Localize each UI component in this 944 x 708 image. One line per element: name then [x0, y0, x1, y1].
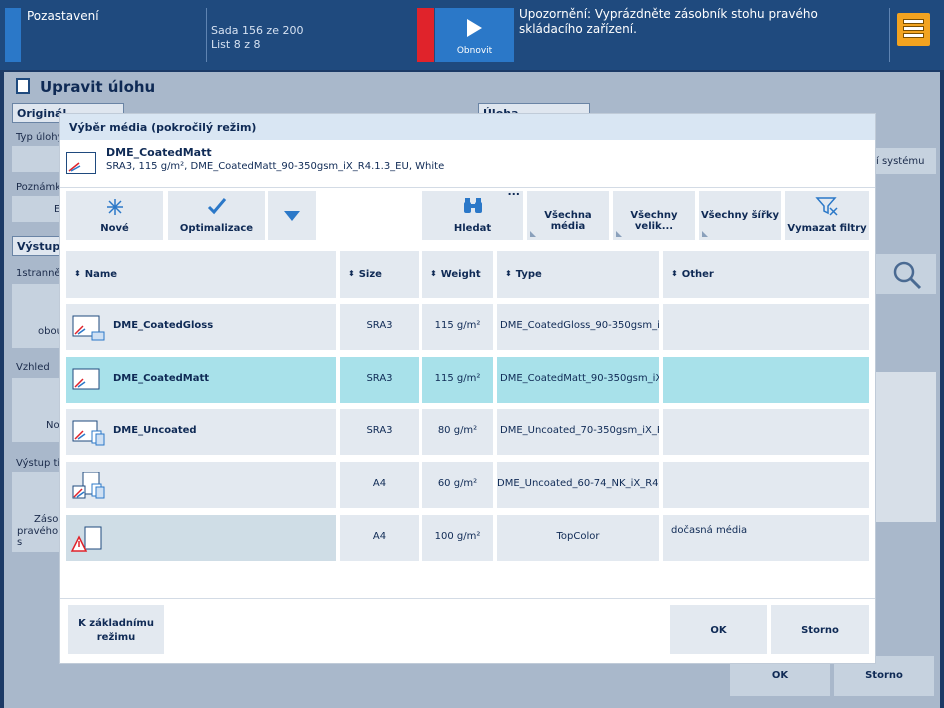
column-header-size[interactable]: ⬍ Size	[340, 251, 419, 298]
sort-icon: ⬍	[671, 269, 678, 278]
sides-label: 1stranně	[16, 268, 61, 279]
search-icon	[893, 261, 922, 290]
chevron-down-icon	[284, 211, 300, 221]
filter-all-media[interactable]: Všechna média	[527, 191, 609, 240]
media-type: DME_CoatedGloss_90-350gsm_iX...	[500, 320, 659, 331]
new-media-button[interactable]: Nové	[66, 191, 163, 240]
sparkle-icon	[107, 199, 123, 215]
sort-icon: ⬍	[74, 269, 81, 278]
media-weight: 115 g/m²	[434, 320, 481, 331]
media-name: DME_CoatedGloss	[113, 320, 214, 331]
media-sheet-icon	[66, 152, 96, 174]
search-area[interactable]	[874, 254, 936, 294]
resume-button[interactable]: Obnovit	[435, 8, 514, 62]
edit-icon	[16, 78, 30, 94]
system-menu-button[interactable]	[897, 13, 930, 46]
job-progress: Sada 156 ze 200 List 8 z 8	[211, 24, 303, 52]
status-indicator	[5, 8, 21, 62]
media-weight: 100 g/m²	[434, 531, 481, 542]
edit-job-header: Upravit úlohu	[4, 72, 940, 100]
media-uncoated-icon	[72, 420, 105, 446]
resume-label: Obnovit	[456, 46, 493, 56]
column-header-type[interactable]: ⬍ Type	[497, 251, 659, 298]
basic-mode-button[interactable]: K základnímu režimu	[68, 605, 164, 654]
ok-button[interactable]: OK	[670, 605, 767, 654]
media-name: DME_CoatedMatt	[113, 373, 210, 384]
warning-media-icon	[70, 526, 102, 552]
media-other: dočasná média	[671, 525, 748, 536]
clear-filter-icon	[815, 197, 838, 216]
media-gloss-icon	[72, 315, 105, 341]
output-label: Výstup tis	[16, 458, 66, 469]
media-weight: 80 g/m²	[437, 425, 478, 436]
media-size: SRA3	[366, 425, 393, 436]
more-indicator: ...	[507, 185, 520, 198]
tab-output[interactable]: Výstup	[12, 236, 62, 256]
job-type-field[interactable]	[12, 146, 62, 172]
more-options-dropdown[interactable]	[268, 191, 316, 240]
filter-all-sizes[interactable]: Všechny velik...	[613, 191, 695, 240]
binoculars-icon	[464, 198, 482, 213]
media-type: DME_Uncoated_60-74_NK_iX_R4.5	[497, 478, 659, 489]
note-label: Poznámka	[16, 182, 67, 193]
media-size: A4	[372, 531, 387, 542]
set-progress: Sada 156 ze 200	[211, 24, 304, 37]
cancel-button[interactable]: Storno	[771, 605, 869, 654]
selected-media-description: SRA3, 115 g/m², DME_CoatedMatt_90-350gsm…	[106, 161, 445, 172]
media-size: SRA3	[366, 320, 393, 331]
play-icon	[467, 19, 482, 37]
output-tray-button[interactable]: Zásob pravého s	[12, 472, 65, 552]
column-header-name[interactable]: ⬍ Name	[66, 251, 336, 298]
media-size: A4	[372, 478, 387, 489]
status-bar: Pozastavení Sada 156 ze 200 List 8 z 8 O…	[0, 0, 944, 70]
note-field[interactable]: E	[12, 196, 62, 222]
clear-filters-button[interactable]: Vymazat filtry	[785, 191, 869, 240]
filter-all-widths[interactable]: Všechny šířky	[699, 191, 781, 240]
media-size: SRA3	[366, 373, 393, 384]
appearance-button[interactable]: No	[12, 378, 62, 442]
checkmark-icon	[207, 198, 227, 215]
appearance-label: Vzhled	[16, 362, 50, 373]
dialog-title: Výběr média (pokročilý režim)	[60, 114, 875, 140]
sort-icon: ⬍	[348, 269, 355, 278]
filter-corner-icon	[530, 231, 536, 237]
sort-icon: ⬍	[430, 269, 437, 278]
media-weight: 115 g/m²	[434, 373, 481, 384]
sides-button[interactable]: obou	[12, 284, 63, 348]
selected-media: DME_CoatedMatt SRA3, 115 g/m², DME_Coate…	[60, 140, 875, 188]
job-type-label: Typ úlohy	[16, 132, 64, 143]
edit-job-title: Upravit úlohu	[40, 78, 156, 96]
media-name: DME_Uncoated	[113, 425, 197, 436]
column-header-weight[interactable]: ⬍ Weight	[422, 251, 493, 298]
media-selection-dialog: Výběr média (pokročilý režim) DME_Coated…	[59, 113, 876, 664]
column-header-other[interactable]: ⬍ Other	[663, 251, 869, 298]
preview-panel	[874, 372, 936, 522]
alert-indicator	[417, 8, 434, 62]
filter-corner-icon	[702, 231, 708, 237]
media-type: DME_CoatedMatt_90-350gsm_iX_...	[500, 373, 659, 384]
selected-media-name: DME_CoatedMatt	[106, 146, 212, 159]
media-weight: 60 g/m²	[437, 478, 478, 489]
printer-state: Pozastavení	[27, 9, 99, 23]
sheet-progress: List 8 z 8	[211, 38, 261, 51]
media-a4-uncoated-icon	[72, 472, 105, 499]
media-type: DME_Uncoated_70-350gsm_iX_R4...	[500, 425, 659, 436]
media-matt-icon	[72, 368, 100, 390]
media-type: TopColor	[556, 531, 600, 542]
sort-icon: ⬍	[505, 269, 512, 278]
divider	[60, 598, 875, 599]
filter-corner-icon	[616, 231, 622, 237]
optimize-button[interactable]: Optimalizace	[168, 191, 265, 240]
warning-message: Upozornění: Vyprázdněte zásobník stohu p…	[519, 7, 818, 36]
system-field[interactable]: í systému	[874, 148, 936, 174]
search-button[interactable]: ... Hledat	[422, 185, 523, 240]
